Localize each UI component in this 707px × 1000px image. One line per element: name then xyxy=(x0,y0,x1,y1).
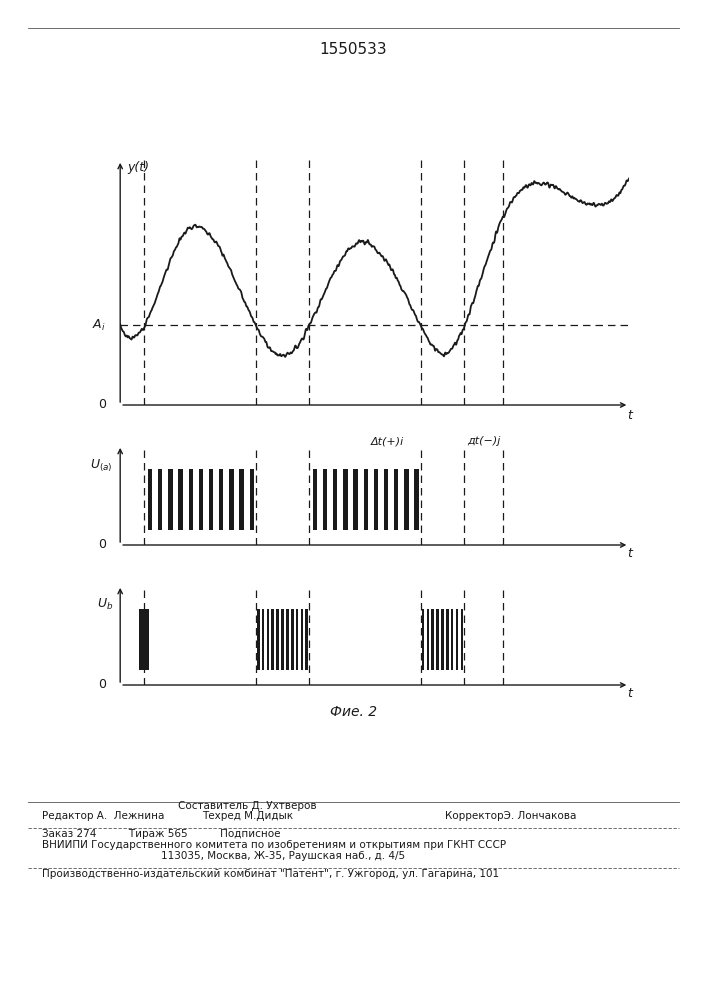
Text: Составитель Д. Ухтверов: Составитель Д. Ухтверов xyxy=(178,801,317,811)
Bar xyxy=(354,469,358,530)
Bar xyxy=(219,469,223,530)
Text: t: t xyxy=(627,547,631,560)
Bar xyxy=(300,609,303,670)
Text: 1550533: 1550533 xyxy=(320,42,387,57)
Bar xyxy=(267,609,269,670)
Bar xyxy=(257,609,259,670)
Bar xyxy=(343,469,348,530)
Text: ВНИИПИ Государственного комитета по изобретениям и открытиям при ГКНТ СССР: ВНИИПИ Государственного комитета по изоб… xyxy=(42,840,506,850)
Text: Заказ 274          Тираж 565          Подписное: Заказ 274 Тираж 565 Подписное xyxy=(42,829,281,839)
Text: $U_b$: $U_b$ xyxy=(97,597,113,612)
Bar xyxy=(456,609,458,670)
Bar xyxy=(276,609,279,670)
Text: Редактор А.  Лежнина: Редактор А. Лежнина xyxy=(42,811,165,821)
Text: Техред М.Дидык: Техред М.Дидык xyxy=(202,811,293,821)
Bar xyxy=(422,609,424,670)
Bar xyxy=(199,469,203,530)
Text: t: t xyxy=(627,687,631,700)
Bar xyxy=(209,469,214,530)
Bar xyxy=(189,469,193,530)
Bar xyxy=(431,609,434,670)
Bar xyxy=(394,469,399,530)
Text: 0: 0 xyxy=(98,398,105,412)
Bar xyxy=(229,469,233,530)
Bar xyxy=(291,609,293,670)
Text: t: t xyxy=(627,409,631,422)
Bar xyxy=(384,469,388,530)
Text: 0: 0 xyxy=(98,678,105,692)
Bar xyxy=(333,469,337,530)
Bar xyxy=(139,609,149,670)
Bar xyxy=(312,469,317,530)
Bar xyxy=(460,609,463,670)
Bar xyxy=(404,469,409,530)
Text: $A_i$: $A_i$ xyxy=(92,318,105,333)
Text: дt(−)j: дt(−)j xyxy=(467,436,501,446)
Bar xyxy=(296,609,298,670)
Bar xyxy=(323,469,327,530)
Bar xyxy=(446,609,449,670)
Bar xyxy=(168,469,173,530)
Text: Фие. 2: Фие. 2 xyxy=(330,705,377,719)
Text: Производственно-издательский комбинат "Патент", г. Ужгород, ул. Гагарина, 101: Производственно-издательский комбинат "П… xyxy=(42,869,500,879)
Bar xyxy=(441,609,444,670)
Bar xyxy=(281,609,284,670)
Bar xyxy=(363,469,368,530)
Bar xyxy=(250,469,254,530)
Bar xyxy=(374,469,378,530)
Bar xyxy=(148,469,152,530)
Bar xyxy=(426,609,429,670)
Bar xyxy=(451,609,453,670)
Bar xyxy=(286,609,288,670)
Bar xyxy=(305,609,308,670)
Bar xyxy=(178,469,182,530)
Bar xyxy=(271,609,274,670)
Text: $U_{(a)}$: $U_{(a)}$ xyxy=(90,457,113,474)
Text: КорректорЭ. Лончакова: КорректорЭ. Лончакова xyxy=(445,811,577,821)
Bar xyxy=(436,609,439,670)
Text: Δt(+)i: Δt(+)i xyxy=(370,436,404,446)
Bar xyxy=(240,469,244,530)
Bar xyxy=(262,609,264,670)
Text: y(t): y(t) xyxy=(127,161,149,174)
Text: 0: 0 xyxy=(98,538,105,552)
Bar xyxy=(158,469,163,530)
Text: 113035, Москва, Ж-35, Раушская наб., д. 4/5: 113035, Москва, Ж-35, Раушская наб., д. … xyxy=(160,851,405,861)
Bar xyxy=(414,469,419,530)
